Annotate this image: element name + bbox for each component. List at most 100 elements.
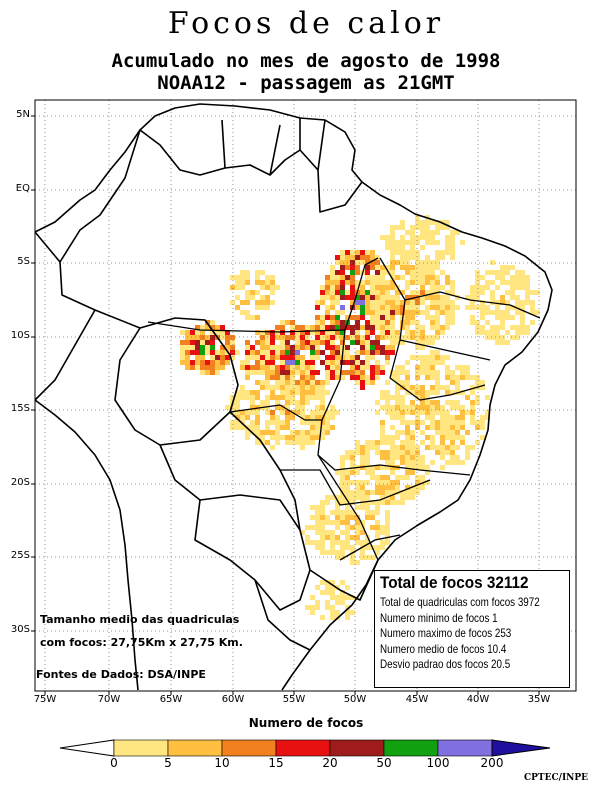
fire-cell [395, 305, 400, 310]
fire-cell [185, 345, 190, 350]
fire-cell [255, 410, 260, 415]
fire-cell [435, 385, 440, 390]
fire-cell [360, 450, 365, 455]
fire-cell [195, 350, 200, 355]
fire-cell [260, 380, 265, 385]
fire-cell [400, 445, 405, 450]
fire-cell [365, 495, 370, 500]
fire-cell [490, 300, 495, 305]
fire-cell [315, 525, 320, 530]
fire-cell [310, 330, 315, 335]
fire-cell [385, 480, 390, 485]
fire-cell [405, 465, 410, 470]
fire-cell [230, 345, 235, 350]
fire-cell [385, 395, 390, 400]
fire-cell [250, 410, 255, 415]
fire-cell [420, 335, 425, 340]
fire-cell [325, 310, 330, 315]
fire-cell [330, 580, 335, 585]
fire-cell [450, 285, 455, 290]
fire-cell [315, 405, 320, 410]
fire-cell [400, 240, 405, 245]
fire-cell [290, 320, 295, 325]
fire-cell [420, 485, 425, 490]
fire-cell [275, 415, 280, 420]
fire-cell [375, 370, 380, 375]
fire-cell [290, 380, 295, 385]
fire-cell [280, 345, 285, 350]
fire-cell [445, 325, 450, 330]
fire-cell [245, 345, 250, 350]
fire-cell [340, 470, 345, 475]
fire-cell [395, 340, 400, 345]
fire-cell [390, 470, 395, 475]
fire-cell [230, 420, 235, 425]
fire-cell [290, 360, 295, 365]
fire-cell [335, 365, 340, 370]
fire-cell [355, 295, 360, 300]
fire-cell [420, 460, 425, 465]
fire-cell [480, 285, 485, 290]
fire-cell [365, 320, 370, 325]
fire-cell [415, 280, 420, 285]
fire-cell [480, 380, 485, 385]
fire-cell [445, 365, 450, 370]
fire-cell [480, 425, 485, 430]
fire-cell [335, 310, 340, 315]
fire-cell [475, 275, 480, 280]
fire-cell [380, 280, 385, 285]
fire-cell [390, 435, 395, 440]
fire-cell [450, 235, 455, 240]
fire-cell [315, 380, 320, 385]
fire-cell [390, 450, 395, 455]
fire-cell [330, 345, 335, 350]
fire-cell [425, 410, 430, 415]
fire-cell [205, 360, 210, 365]
fire-cell [495, 275, 500, 280]
fire-cell [405, 465, 410, 470]
fire-cell [370, 355, 375, 360]
fire-cell [390, 230, 395, 235]
fire-cell [290, 385, 295, 390]
fire-cell [240, 285, 245, 290]
fire-cell [325, 275, 330, 280]
fire-cell [435, 410, 440, 415]
fire-cell [425, 355, 430, 360]
fire-cell [385, 310, 390, 315]
fire-cell [360, 465, 365, 470]
fire-cell [365, 495, 370, 500]
fire-cell [400, 410, 405, 415]
fire-cell [430, 425, 435, 430]
fire-cell [280, 420, 285, 425]
fire-cell [370, 465, 375, 470]
fire-cell [325, 355, 330, 360]
fire-cell [210, 355, 215, 360]
fire-cell [460, 420, 465, 425]
fire-cell [380, 390, 385, 395]
fire-cell [390, 445, 395, 450]
fire-cell [260, 380, 265, 385]
fire-cell [285, 400, 290, 405]
fire-cell [285, 380, 290, 385]
fire-cell [410, 455, 415, 460]
fire-cell [420, 430, 425, 435]
fire-cell [320, 415, 325, 420]
fire-cell [350, 515, 355, 520]
fire-cell [300, 430, 305, 435]
fire-cell [405, 330, 410, 335]
fire-cell [395, 300, 400, 305]
fire-cell [305, 340, 310, 345]
fire-cell [280, 360, 285, 365]
fire-cell [435, 400, 440, 405]
fire-cell [340, 480, 345, 485]
fire-cell [285, 360, 290, 365]
fire-cell [305, 395, 310, 400]
fire-cell [440, 270, 445, 275]
fire-cell [420, 405, 425, 410]
fire-cell [445, 240, 450, 245]
fire-cell [340, 275, 345, 280]
fire-cell [370, 320, 375, 325]
fire-cell [275, 330, 280, 335]
fire-cell [365, 465, 370, 470]
fire-cell [245, 410, 250, 415]
